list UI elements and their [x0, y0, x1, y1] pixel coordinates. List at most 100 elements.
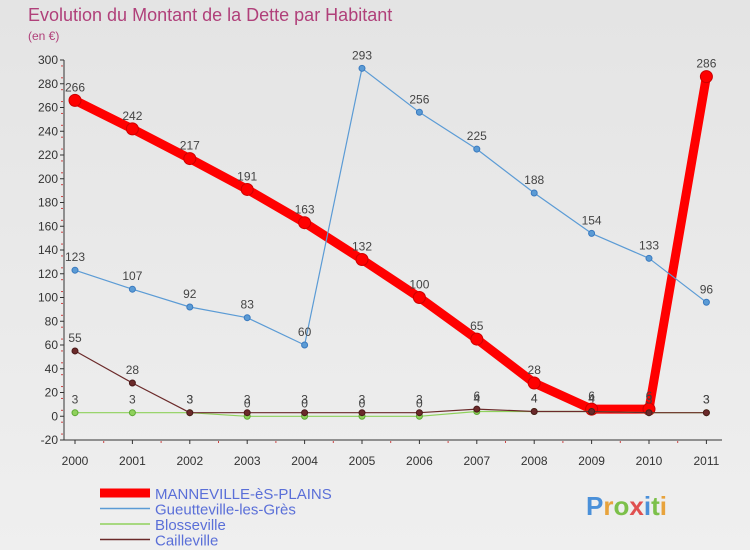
data-point: [645, 409, 653, 417]
y-tick-label: 240: [38, 124, 58, 138]
data-point: [702, 409, 710, 417]
y-tick-label: 260: [38, 101, 58, 115]
y-tick-label: 0: [51, 409, 58, 423]
x-tick-label: 2009: [578, 454, 605, 468]
legend-label-0: MANNEVILLE-èS-PLAINS: [155, 486, 332, 503]
proxiti-logo: Proxiti: [586, 491, 667, 521]
data-label: 256: [409, 92, 429, 106]
data-label: 55: [68, 331, 82, 345]
data-label: 3: [129, 393, 136, 407]
data-label: 3: [646, 393, 653, 407]
data-point: [527, 376, 541, 390]
y-tick-label: 80: [45, 314, 59, 328]
data-label: 225: [467, 129, 487, 143]
data-point: [71, 266, 79, 274]
x-tick-label: 2005: [349, 454, 376, 468]
y-tick-label: 300: [38, 53, 58, 67]
data-label: 3: [72, 393, 79, 407]
data-point: [588, 229, 596, 237]
brand-letter: i: [644, 491, 651, 521]
data-label: 4: [588, 392, 595, 406]
data-point: [71, 409, 79, 417]
data-label: 0: [244, 396, 251, 410]
data-label: 4: [588, 392, 595, 406]
data-label: 28: [528, 363, 542, 377]
data-label: 3: [416, 393, 423, 407]
legend: MANNEVILLE-èS-PLAINSGueutteville-les-Grè…: [100, 486, 332, 550]
data-label: 96: [700, 282, 714, 296]
data-label: 3: [703, 393, 710, 407]
data-point: [473, 405, 481, 413]
data-label: 65: [470, 319, 484, 333]
y-tick-label: 60: [45, 338, 59, 352]
data-label: 3: [703, 393, 710, 407]
data-point: [412, 291, 426, 304]
x-tick-label: 2010: [636, 454, 663, 468]
y-tick-label: 140: [38, 243, 58, 257]
data-label: 266: [65, 80, 85, 94]
x-tick-label: 2001: [119, 454, 146, 468]
data-label: 3: [301, 393, 308, 407]
data-label: 217: [180, 139, 200, 153]
data-point: [355, 253, 369, 266]
data-label: 28: [126, 363, 140, 377]
axes-group: -200204060801001201401601802002202402602…: [38, 53, 722, 468]
brand-letter: r: [603, 491, 613, 521]
data-label: 191: [237, 169, 257, 183]
chart-title: Evolution du Montant de la Dette par Hab…: [28, 5, 392, 25]
data-point: [530, 408, 538, 415]
data-label: 6: [588, 389, 595, 403]
data-label: 3: [646, 393, 653, 407]
y-tick-label: 120: [38, 267, 58, 281]
data-label: 286: [696, 57, 716, 71]
brand-letter: i: [660, 491, 667, 521]
data-label: 107: [122, 269, 142, 283]
y-tick-label: 180: [38, 196, 58, 210]
data-label: 3: [244, 393, 251, 407]
y-tick-label: 100: [38, 291, 58, 305]
x-tick-label: 2007: [463, 454, 490, 468]
data-point: [128, 409, 136, 417]
data-label: 123: [65, 250, 85, 264]
data-point: [301, 341, 309, 349]
data-point: [240, 182, 254, 196]
chart-subtitle: (en €): [28, 29, 59, 43]
legend-label-2: Blosseville: [155, 517, 226, 534]
data-point: [470, 332, 484, 346]
data-label: 4: [531, 392, 538, 406]
data-point: [473, 145, 481, 153]
x-tick-label: 2002: [176, 454, 203, 468]
data-point: [645, 254, 653, 262]
data-point: [243, 409, 251, 417]
data-label: 293: [352, 48, 372, 62]
data-point: [128, 379, 136, 387]
data-point: [186, 409, 194, 417]
data-label: 92: [183, 287, 197, 301]
data-point: [243, 314, 251, 322]
data-label: 133: [639, 238, 659, 252]
series-lines-group: [68, 64, 713, 420]
data-label: 4: [473, 392, 480, 406]
data-point: [298, 216, 312, 230]
data-label: 0: [416, 396, 423, 410]
brand-letter: o: [613, 491, 629, 521]
data-label: 100: [409, 278, 429, 292]
data-label: 242: [122, 109, 142, 123]
y-tick-label: 220: [38, 148, 58, 162]
data-label: 163: [295, 203, 315, 217]
x-tick-label: 2003: [234, 454, 261, 468]
x-tick-label: 2006: [406, 454, 433, 468]
series-line-0: [70, 72, 711, 414]
data-label: 188: [524, 173, 544, 187]
data-label: 0: [301, 396, 308, 410]
data-label: 3: [186, 393, 193, 407]
x-tick-label: 2008: [521, 454, 548, 468]
data-point: [415, 409, 423, 417]
data-label: 6: [473, 389, 480, 403]
data-point: [71, 347, 79, 355]
data-label: 3: [186, 393, 193, 407]
x-tick-label: 2000: [62, 454, 89, 468]
